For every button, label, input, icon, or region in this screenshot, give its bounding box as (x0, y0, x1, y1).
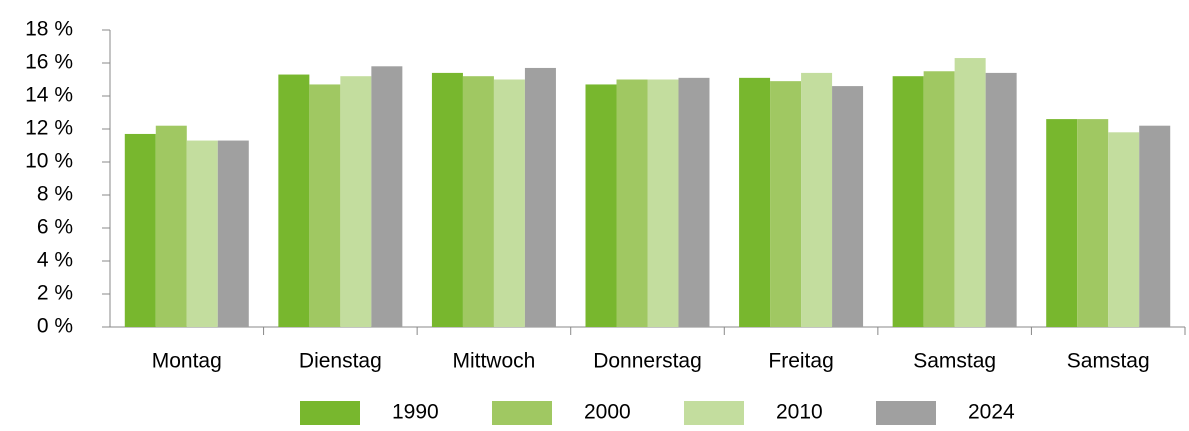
x-tick-label: Freitag (768, 350, 833, 373)
bar (186, 140, 218, 327)
bar (832, 86, 864, 327)
bar (1139, 125, 1171, 327)
y-tick-label: 2 % (37, 282, 73, 305)
legend-label: 1990 (392, 401, 439, 424)
x-tick-label: Samstag (1067, 350, 1150, 373)
bar (124, 133, 156, 327)
bar (1046, 119, 1078, 327)
x-tick-label: Donnerstag (593, 350, 702, 373)
bar (371, 66, 403, 328)
y-tick-label: 0 % (37, 315, 73, 338)
bar (493, 79, 525, 327)
bar (217, 140, 249, 327)
y-tick-label: 14 % (25, 84, 73, 107)
legend-label: 2000 (584, 401, 631, 424)
bar (647, 79, 679, 327)
y-tick-label: 18 % (25, 18, 73, 41)
x-tick-label: Mittwoch (452, 350, 535, 373)
bar (462, 76, 494, 327)
legend-label: 2010 (776, 401, 823, 424)
y-tick-label: 16 % (25, 51, 73, 74)
bar (524, 67, 556, 327)
y-tick-label: 12 % (25, 117, 73, 140)
legend-swatch (492, 401, 552, 425)
bar (770, 81, 802, 328)
x-tick-label: Dienstag (299, 350, 382, 373)
bar (678, 77, 710, 327)
bar (340, 76, 372, 327)
bar (309, 84, 341, 327)
y-tick-label: 8 % (37, 183, 73, 206)
bar (616, 79, 648, 327)
x-tick-label: Montag (152, 350, 222, 373)
bar (278, 74, 310, 327)
bar (585, 84, 617, 327)
bar (923, 71, 955, 327)
legend-swatch (684, 401, 744, 425)
bar (801, 72, 833, 328)
bar (892, 76, 924, 327)
legend-label: 2024 (968, 401, 1015, 424)
x-tick-label: Samstag (913, 350, 996, 373)
bar (155, 125, 187, 327)
legend-swatch (876, 401, 936, 425)
bar (1108, 132, 1140, 327)
y-tick-label: 10 % (25, 150, 73, 173)
bar (1077, 119, 1109, 327)
bar (985, 72, 1017, 328)
bar (739, 77, 771, 327)
y-tick-label: 4 % (37, 249, 73, 272)
bar (954, 58, 986, 328)
legend-swatch (300, 401, 360, 425)
y-tick-label: 6 % (37, 216, 73, 239)
bar (431, 72, 463, 328)
